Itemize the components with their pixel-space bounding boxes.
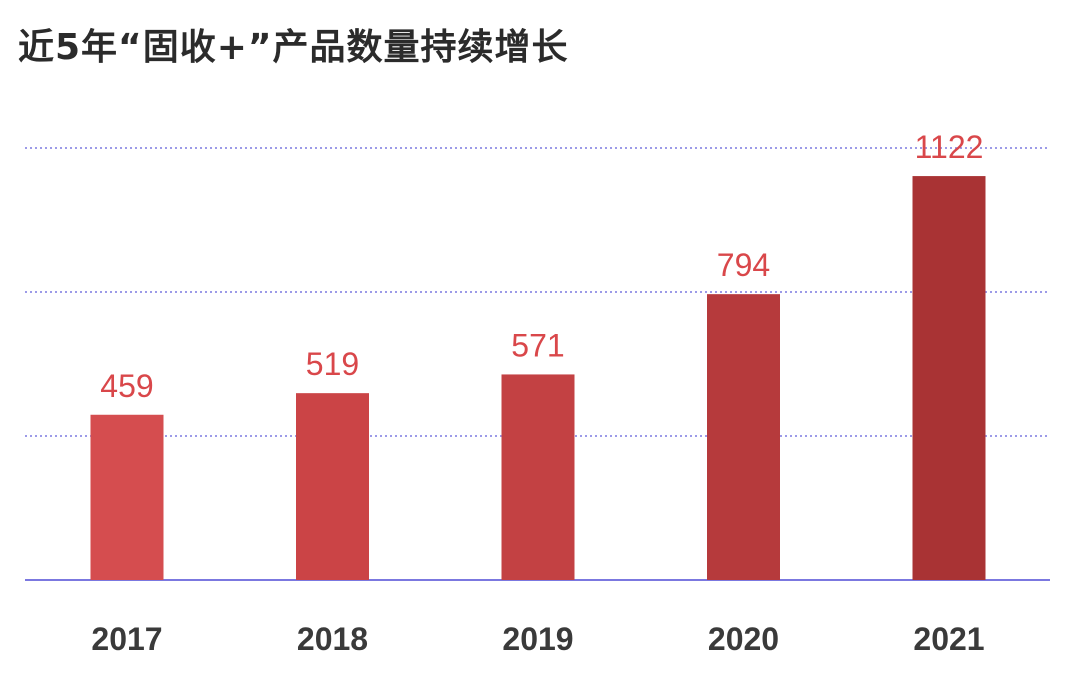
value-label-2018: 519 (306, 346, 359, 382)
value-label-2020: 794 (717, 247, 770, 283)
value-label-2019: 571 (511, 327, 564, 363)
chart-title: 近5年“固收+”产品数量持续增长 (18, 27, 569, 68)
x-tick-2020: 2020 (708, 621, 779, 657)
value-labels: 459 519 571 794 1122 (100, 129, 983, 404)
x-tick-2017: 2017 (91, 621, 162, 657)
bar-2019 (501, 374, 575, 580)
x-tick-2021: 2021 (913, 621, 984, 657)
value-label-2021: 1122 (915, 129, 984, 165)
bar-2018 (296, 393, 369, 580)
value-label-2017: 459 (100, 368, 153, 404)
bars (90, 176, 986, 580)
bar-2021 (912, 176, 986, 580)
bar-2017 (90, 414, 164, 580)
gridlines (25, 147, 1050, 437)
x-tick-2018: 2018 (297, 621, 368, 657)
x-tick-2019: 2019 (502, 621, 573, 657)
x-tick-labels: 2017 2018 2019 2020 2021 (91, 621, 984, 657)
bar-2020 (707, 294, 780, 580)
